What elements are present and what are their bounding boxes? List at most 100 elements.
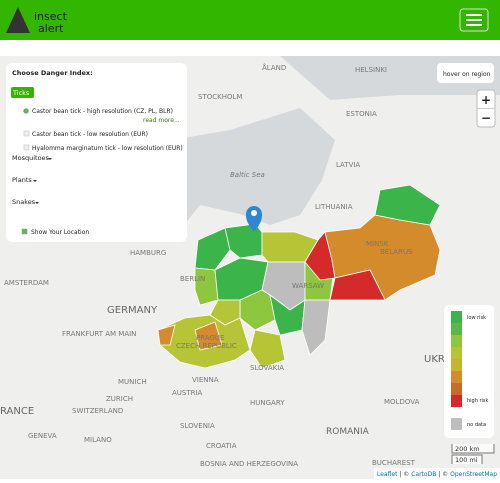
scale-label: 200 km [455, 445, 480, 453]
legend-swatch [451, 395, 462, 407]
logo-word: alert [38, 22, 64, 35]
map-label: ROMANIA [326, 427, 370, 437]
menu-frame [459, 8, 489, 32]
region[interactable] [157, 324, 176, 346]
map-label: ZURICH [106, 395, 133, 403]
ticks-button[interactable] [11, 87, 34, 98]
map-label: HAMBURG [130, 249, 166, 257]
attribution-link[interactable]: CartoDB [411, 471, 436, 478]
marker-pin [246, 206, 262, 232]
map-label: SLOVAKIA [250, 364, 284, 372]
map-label: WARSAW [292, 282, 324, 290]
legend-label: high risk [467, 398, 489, 404]
map-label: MOLDOVA [384, 398, 420, 406]
radio[interactable] [23, 144, 30, 151]
map-label: AMSTERDAM [4, 279, 49, 287]
scale-label: 100 mi [455, 456, 478, 464]
panel-box [6, 63, 187, 242]
menu-icon [466, 14, 482, 26]
region[interactable] [301, 299, 331, 356]
checkbox[interactable] [21, 228, 28, 235]
scale-bar: 200 km 100 mi [451, 444, 495, 464]
map-label: SLOVENIA [180, 422, 215, 430]
map-label: Baltic Sea [230, 171, 265, 179]
legend-swatch [451, 418, 462, 430]
attribution-link[interactable]: OpenStreetMap [450, 471, 497, 478]
map-label: PRAGUE [196, 334, 224, 342]
radio[interactable] [23, 130, 30, 137]
legend-swatch [451, 383, 462, 395]
caret [35, 202, 39, 204]
map-label: AUSTRIA [172, 389, 203, 397]
attribution: Leaflet | © CartoDB | © OpenStreetMap [377, 471, 497, 478]
zoom-in[interactable]: + [481, 93, 491, 107]
logo-icon [6, 7, 30, 33]
marker-dot [251, 210, 257, 216]
scale-line [451, 454, 483, 464]
region[interactable] [374, 184, 441, 226]
zoom-out[interactable]: − [481, 111, 491, 125]
legend-swatch [451, 347, 462, 359]
caret [33, 180, 37, 182]
map-label: LATVIA [336, 161, 360, 169]
map-label: MUNICH [118, 378, 147, 386]
hover-text: hover on region [443, 71, 491, 78]
ticks-button-label: Ticks [12, 89, 30, 97]
legend: low risk high risk no data [444, 305, 494, 438]
zoom-control: + − [476, 89, 496, 128]
map-label: MINSK [366, 240, 389, 248]
group-toggle[interactable]: Snakes [12, 198, 36, 206]
map-label: MILANO [84, 436, 112, 444]
logo[interactable]: insect alert [6, 7, 68, 35]
map-label: SWITZERLAND [72, 407, 123, 415]
marker[interactable] [246, 206, 262, 232]
read-more-link[interactable]: read more... [143, 117, 180, 124]
option-label: Castor bean tick - high resolution (CZ, … [32, 108, 173, 115]
header [0, 0, 500, 40]
map-label: HUNGARY [250, 399, 285, 407]
region[interactable] [194, 267, 219, 306]
option-label: Castor bean tick - low resolution (EUR) [32, 131, 148, 138]
legend-swatch [451, 359, 462, 371]
map-label: CROATIA [206, 442, 237, 450]
control-panel: Choose Danger Index: Ticks Castor bean t… [6, 63, 187, 242]
map-label: ÅLAND [262, 63, 286, 72]
legend-label: low risk [467, 315, 486, 321]
region[interactable] [194, 321, 223, 351]
map-label: RANCE [0, 406, 34, 417]
map-label: FRANKFURT AM MAIN [62, 330, 136, 338]
location-label: Show Your Location [31, 229, 89, 236]
map-labels: ÅLAND HELSINKI STOCKHOLM ESTONIA Baltic … [0, 63, 445, 468]
region[interactable] [249, 329, 286, 369]
group-toggle[interactable]: Mosquitoes [12, 154, 50, 162]
group-toggle[interactable]: Plants [12, 176, 32, 184]
map-label: BOSNIA AND HERZEGOVINA [200, 460, 298, 468]
map-label: BUCHAREST [372, 459, 416, 467]
map-label: LITHUANIA [315, 203, 353, 211]
caret [48, 158, 52, 160]
logo-word: insect [34, 10, 68, 23]
menu-button[interactable] [459, 8, 489, 32]
region[interactable] [194, 227, 231, 271]
map-label: HELSINKI [355, 66, 387, 74]
hover-box [437, 63, 494, 83]
legend-label: no data [467, 422, 486, 428]
radio[interactable] [23, 108, 29, 114]
map-label: STOCKHOLM [198, 93, 242, 101]
regions [157, 184, 441, 369]
scale-line [451, 444, 495, 454]
attribution-sep: | © [399, 471, 409, 478]
map-label: ESTONIA [346, 110, 377, 118]
map-label: BELARUS [380, 248, 413, 256]
map-label: BERLIN [180, 275, 205, 283]
sea [160, 108, 335, 230]
attribution-box [374, 468, 500, 479]
map-label: VIENNA [192, 376, 219, 384]
map-label: GERMANY [107, 305, 158, 316]
option-label: Hyalomma marginatum tick - low resolutio… [32, 145, 183, 152]
attribution-link[interactable]: Leaflet [377, 471, 398, 478]
region[interactable] [329, 269, 386, 301]
attribution-sep: | © [438, 471, 448, 478]
